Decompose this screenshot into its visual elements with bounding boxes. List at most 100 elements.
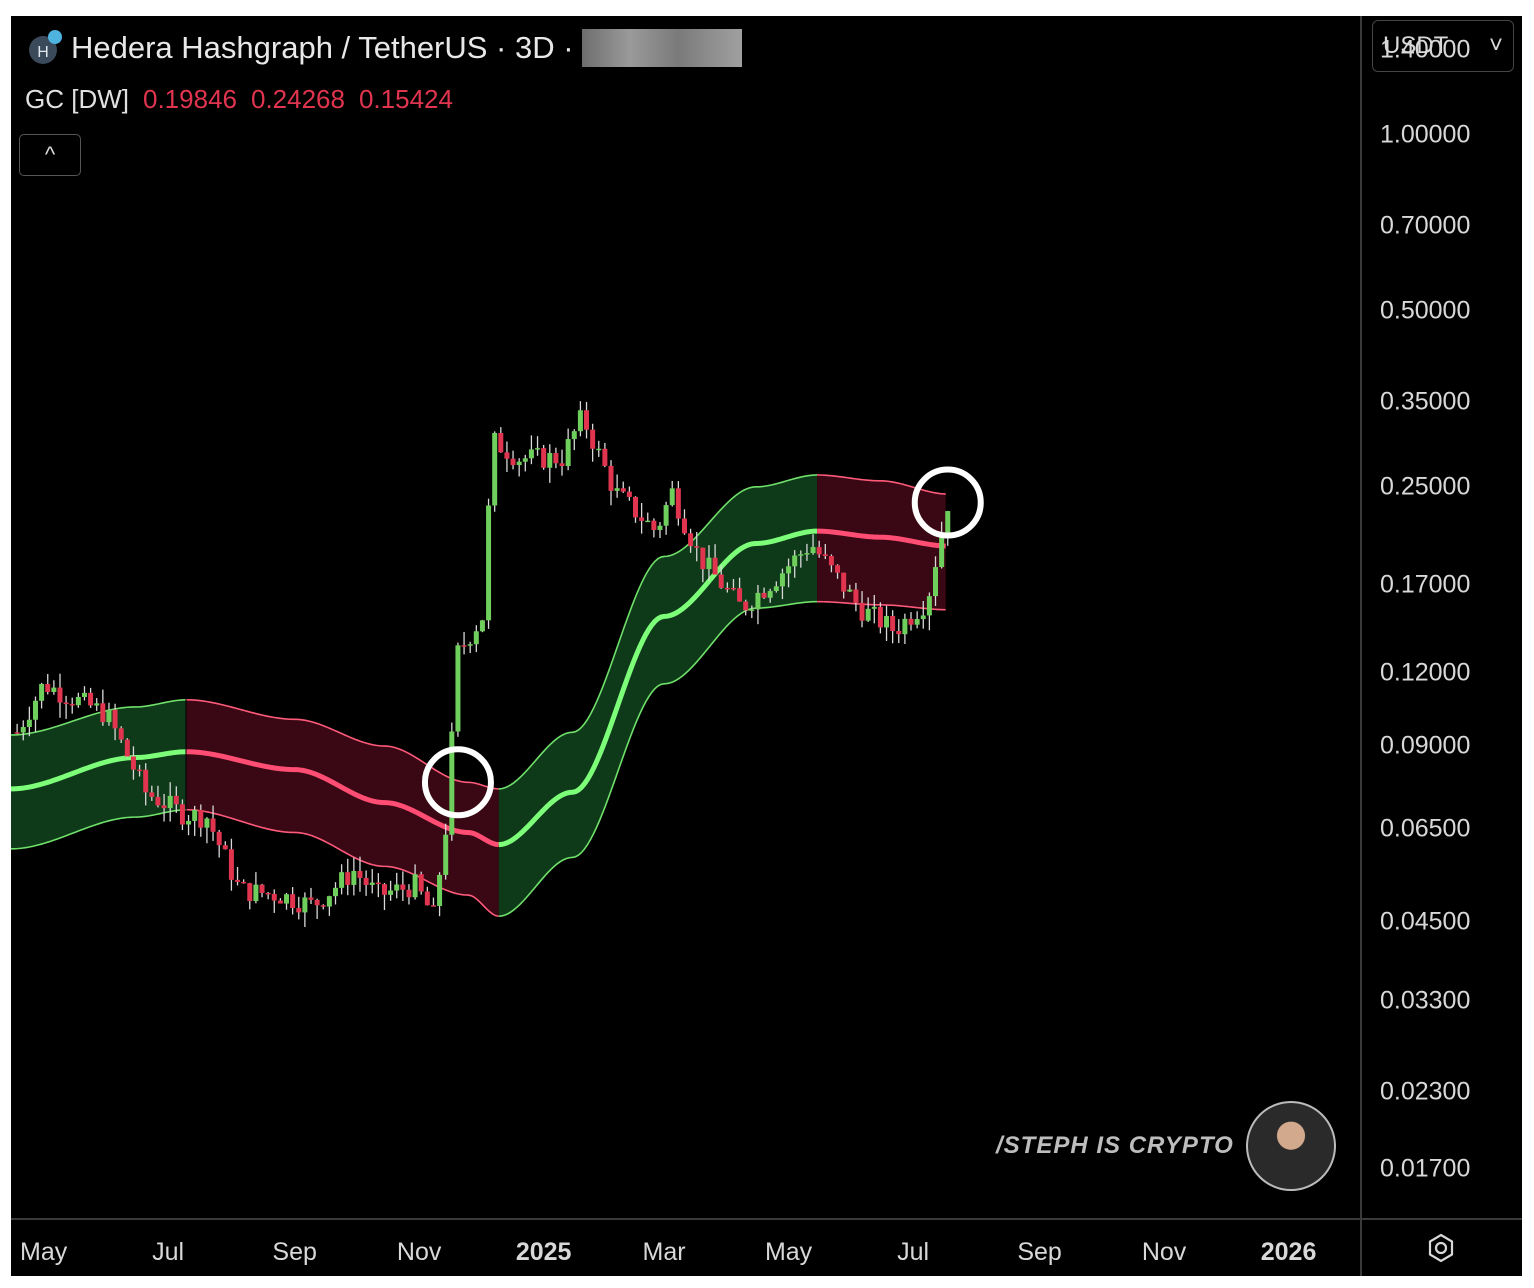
chevron-down-icon: ˅ (1488, 32, 1503, 59)
candle-body-5 (45, 683, 51, 693)
time-tick-label: 2025 (515, 1238, 572, 1266)
hedera-logo-icon: H (25, 28, 65, 68)
candle-body-65 (412, 874, 418, 898)
candle-body-138 (859, 602, 865, 621)
candle-body-22 (149, 792, 155, 797)
candle-body-63 (400, 884, 406, 890)
price-tick-label: 0.25000 (1380, 472, 1471, 501)
candle-body-150 (933, 567, 939, 597)
candle-body-151 (939, 534, 945, 568)
candle-body-127 (792, 555, 798, 567)
candle-body-45 (290, 894, 296, 909)
channel-band-1 (186, 699, 499, 917)
candle-body-39 (253, 884, 259, 902)
candle-body-147 (914, 619, 920, 625)
time-axis[interactable]: May Jul Sep Nov 2025 Mar May Jul Sep Nov 2026 (11, 1218, 1360, 1276)
candle-body-59 (375, 882, 381, 885)
channel-mid-3 (817, 528, 946, 549)
candle-body-70 (443, 834, 449, 875)
channel-band-2 (498, 474, 818, 917)
candle-body-95 (596, 448, 602, 451)
candle-body-80 (504, 452, 510, 459)
candle-body-36 (235, 879, 241, 882)
candle-body-76 (479, 620, 485, 632)
candle-body-81 (510, 458, 516, 466)
candle-body-41 (265, 892, 271, 895)
candle-body-152 (945, 511, 951, 535)
currency-label: USDT (1383, 32, 1449, 59)
candle-body-26 (173, 795, 179, 805)
candle-body-121 (755, 592, 761, 610)
watermark-text: /STEPH IS CRYPTO (996, 1132, 1234, 1159)
candle-body-58 (369, 882, 375, 885)
chart-canvas[interactable] (11, 16, 1360, 1218)
candle-body-6 (51, 687, 57, 693)
candle-body-53 (339, 872, 345, 888)
indicator-value-mid: 0.19846 (143, 84, 237, 114)
candle-body-44 (284, 894, 290, 904)
candle-body-24 (161, 805, 167, 809)
candle-body-99 (620, 488, 626, 492)
collapse-legend-button[interactable]: ^ (19, 134, 81, 176)
candle-body-14 (100, 703, 106, 723)
symbol-title[interactable]: Hedera Hashgraph / TetherUS · 3D · (71, 30, 574, 65)
candle-body-126 (786, 566, 792, 574)
candle-body-110 (688, 533, 694, 547)
gear-icon[interactable] (1426, 1233, 1456, 1263)
candle-body-113 (706, 557, 712, 570)
candle-body-74 (467, 644, 473, 646)
candle-body-108 (675, 488, 681, 519)
candle-body-15 (106, 709, 112, 723)
indicator-label: GC [DW] (25, 84, 129, 114)
candle-body-16 (112, 709, 118, 729)
price-tick-label: 1.40000 (1380, 35, 1471, 64)
candle-body-116 (724, 587, 730, 590)
time-tick-label: Nov (1141, 1238, 1187, 1266)
indicator-legend[interactable]: GC [DW] 0.19846 0.24268 0.15424 (25, 84, 453, 115)
candle-body-130 (810, 547, 816, 554)
candle-body-118 (737, 588, 743, 602)
candle-body-78 (492, 432, 498, 506)
candle-body-117 (730, 587, 736, 590)
candle-body-0 (14, 732, 20, 734)
candle-body-128 (798, 554, 804, 556)
candle-body-93 (584, 410, 590, 430)
candle-body-47 (302, 897, 308, 913)
candle-body-21 (143, 769, 149, 793)
candle-body-86 (541, 448, 547, 468)
price-tick-label: 0.09000 (1380, 731, 1471, 760)
candle-body-13 (94, 703, 100, 706)
candle-body-73 (461, 645, 467, 647)
candle-body-50 (320, 905, 326, 907)
candle-body-136 (847, 589, 853, 592)
candle-body-134 (835, 565, 841, 573)
price-axis[interactable]: USDT ˅ 1.40000 1.00000 0.70000 0.50000 0.350… (1360, 16, 1522, 1218)
candle-body-34 (222, 845, 228, 850)
candle-body-132 (822, 554, 828, 557)
candle-body-43 (277, 900, 283, 904)
candle-body-49 (314, 899, 320, 906)
candle-body-8 (63, 702, 69, 705)
candle-body-71 (449, 731, 455, 835)
watermark: /STEPH IS CRYPTO (996, 1101, 1336, 1191)
plot-area[interactable]: H Hedera Hashgraph / TetherUS · 3D · GC … (11, 16, 1360, 1218)
candle-body-9 (69, 703, 75, 706)
currency-select[interactable]: USDT ˅ (1372, 20, 1514, 72)
candle-body-94 (590, 429, 596, 449)
channel-mid-1 (186, 749, 500, 848)
candle-body-103 (645, 520, 651, 523)
channel-upper-3 (817, 474, 946, 495)
candle-body-79 (498, 432, 504, 453)
candle-body-120 (749, 609, 755, 611)
candle-body-25 (167, 795, 173, 809)
candle-body-20 (137, 769, 143, 772)
candle-body-107 (669, 488, 675, 506)
candle-body-48 (308, 897, 314, 900)
candle-body-56 (357, 870, 363, 878)
candle-body-135 (841, 572, 847, 592)
channel-upper-1 (186, 698, 499, 790)
candle-body-146 (908, 618, 914, 625)
candle-body-30 (198, 809, 204, 828)
candle-body-68 (430, 905, 436, 907)
candle-body-82 (516, 461, 522, 466)
